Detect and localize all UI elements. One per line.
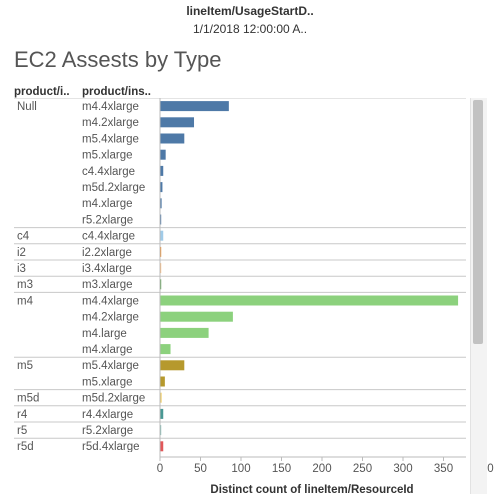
family-label: i3	[17, 263, 26, 275]
family-label: r5	[17, 425, 27, 437]
instance-label: m3.xlarge	[82, 279, 133, 291]
bar	[160, 198, 162, 209]
column-header-family[interactable]: product/i..	[14, 86, 70, 98]
x-tick-label: 100	[231, 463, 250, 475]
x-tick-label: 50	[194, 463, 207, 475]
x-tick-label: 300	[393, 463, 412, 475]
bar	[160, 165, 164, 176]
instance-label: m4.xlarge	[82, 198, 133, 210]
family-label: r4	[17, 409, 28, 421]
instance-label: m4.4xlarge	[82, 101, 139, 113]
bar	[160, 214, 162, 225]
bar	[160, 376, 165, 387]
instance-label: i2.2xlarge	[82, 247, 132, 259]
bar	[160, 408, 164, 419]
instance-label: r4.4xlarge	[82, 409, 133, 421]
bar	[160, 327, 209, 338]
instance-label: m4.2xlarge	[82, 117, 139, 129]
instance-label: c4.4xlarge	[82, 166, 135, 178]
bar	[160, 360, 185, 371]
bar	[160, 149, 166, 160]
scroll-pane: Null m4.4xlarge m4.2xlarge m5.4xlarge m5.xla…	[14, 98, 466, 453]
family-label: m5	[17, 360, 33, 372]
x-tick-label: 200	[312, 463, 331, 475]
x-tick-label: 350	[434, 463, 453, 475]
bar	[160, 392, 162, 403]
instance-label: m4.xlarge	[82, 344, 133, 356]
instance-label: m4.2xlarge	[82, 312, 139, 324]
instance-label: r5.2xlarge	[82, 425, 133, 437]
instance-label: r5d.4xlarge	[82, 441, 140, 453]
instance-label: m5.xlarge	[82, 150, 133, 162]
x-tick-label: 0	[157, 463, 163, 475]
x-tick-label: 250	[353, 463, 372, 475]
bar	[160, 425, 162, 436]
family-label: Null	[17, 101, 37, 113]
instance-label: c4.4xlarge	[82, 231, 135, 243]
instance-label: m5.xlarge	[82, 376, 133, 388]
scrollbar-thumb[interactable]	[473, 100, 483, 344]
bar	[160, 441, 164, 452]
instance-label: i3.4xlarge	[82, 263, 132, 275]
bar	[160, 182, 163, 193]
x-tick-label: 150	[272, 463, 291, 475]
bar	[160, 344, 171, 355]
bar	[160, 263, 162, 274]
instance-label: m5.4xlarge	[82, 133, 139, 145]
bar	[160, 133, 185, 144]
bar	[160, 230, 164, 241]
family-label: m4	[17, 295, 34, 307]
family-label: c4	[17, 231, 30, 243]
instance-label: m5d.2xlarge	[82, 182, 145, 194]
bar	[160, 295, 459, 306]
filter-field-label: lineItem/UsageStartD..	[186, 4, 314, 18]
page-title: EC2 Assests by Type	[14, 47, 222, 72]
instance-label: m5d.2xlarge	[82, 393, 145, 405]
bar	[160, 311, 233, 322]
filter-field-value[interactable]: 1/1/2018 12:00:00 A..	[192, 22, 308, 36]
instance-label: m4.4xlarge	[82, 295, 139, 307]
bar	[160, 279, 162, 290]
bar	[160, 246, 162, 257]
x-axis-title: Distinct count of lineItem/ResourceId	[210, 484, 413, 496]
instance-label: m5.4xlarge	[82, 360, 139, 372]
family-label: i2	[17, 247, 26, 259]
family-label: m3	[17, 279, 33, 291]
bar	[160, 117, 195, 128]
instance-label: m4.large	[82, 328, 127, 340]
family-label: m5d	[17, 393, 39, 405]
instance-label: r5.2xlarge	[82, 214, 133, 226]
family-label: r5d	[17, 441, 34, 453]
bar	[160, 101, 229, 112]
column-header-instance[interactable]: product/ins..	[82, 86, 151, 98]
